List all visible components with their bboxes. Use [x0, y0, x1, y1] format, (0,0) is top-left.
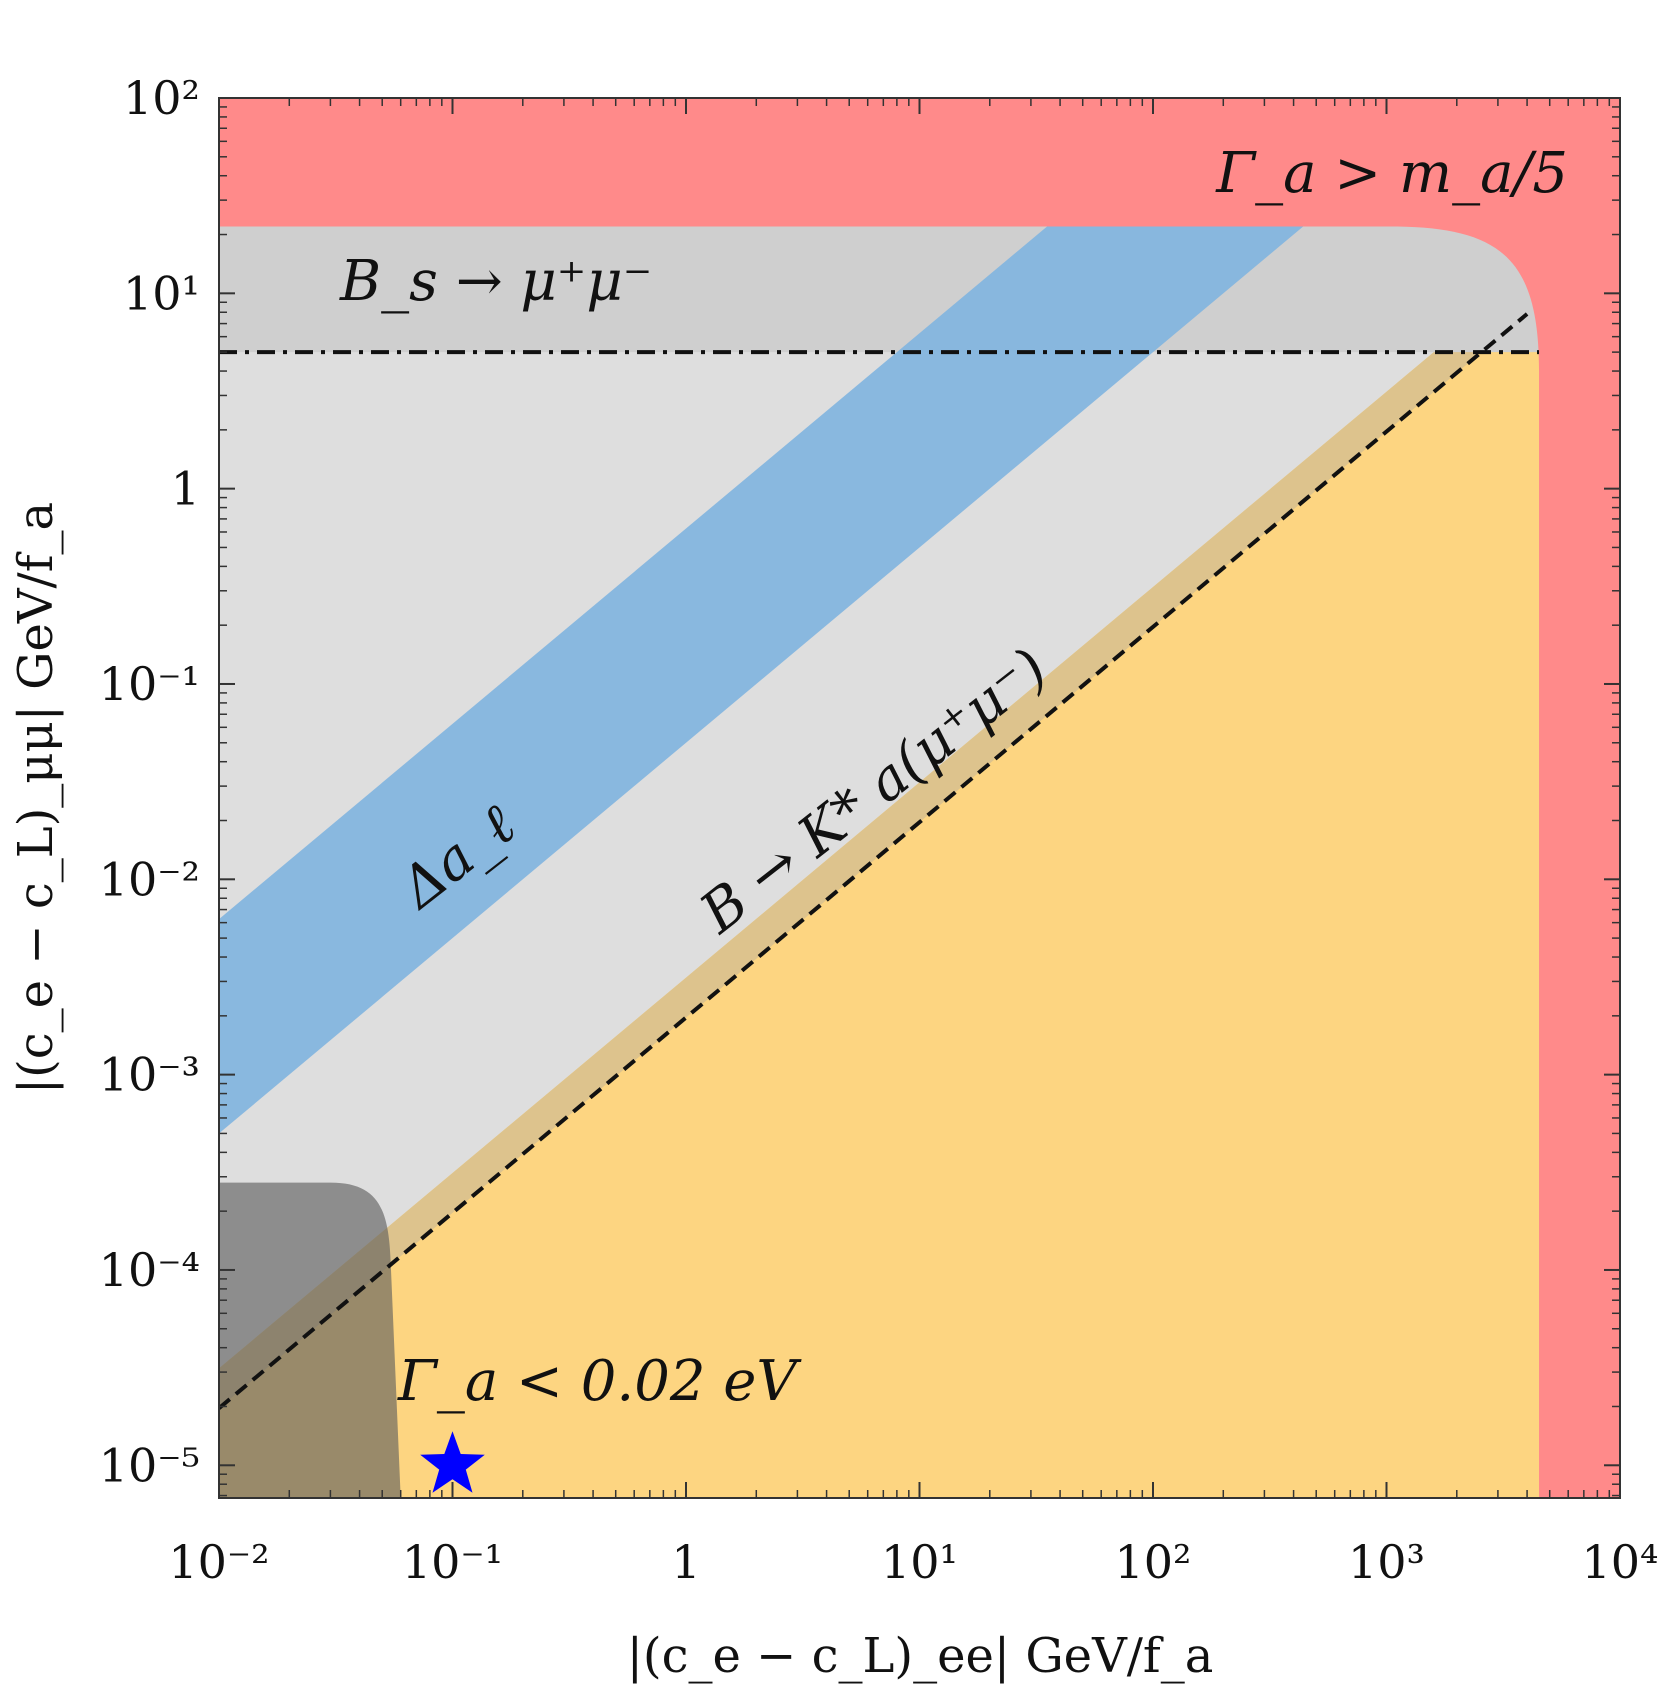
x-tick-label-6: 10⁴ — [1582, 1535, 1659, 1589]
label-gamma-lower: Γ_a < 0.02 eV — [397, 1349, 802, 1414]
x-tick-label-2: 1 — [671, 1535, 700, 1589]
label-bs: B_s → μ⁺μ⁻ — [339, 249, 652, 314]
y-tick-label-4: 10⁻¹ — [99, 657, 200, 711]
x-tick-label-0: 10⁻² — [168, 1535, 269, 1589]
y-tick-label-7: 10² — [123, 71, 200, 125]
benchmark-star-marker — [420, 1431, 485, 1493]
region-delta-a — [219, 98, 1457, 1134]
y-tick-label-5: 1 — [171, 462, 200, 516]
line-bk-limit — [219, 312, 1529, 1410]
marker — [420, 1431, 485, 1493]
y-tick-label-1: 10⁻⁴ — [99, 1243, 200, 1297]
region-gamma-lower — [219, 1182, 401, 1498]
y-tick-label-3: 10⁻² — [99, 852, 200, 906]
x-tick-label-4: 10² — [1115, 1535, 1192, 1589]
x-tick-label-1: 10⁻¹ — [402, 1535, 503, 1589]
region-bk-edge — [219, 196, 1620, 1409]
plot-area — [219, 98, 1620, 1498]
ticks: 10⁻² 10⁻¹ 1 10¹ 10² 10³ 10⁴ 10⁻⁵ 10⁻⁴ 10⁻³ 10⁻² 10⁻… — [99, 71, 1659, 1589]
region-bk-exclusion — [219, 98, 1620, 1369]
regions — [219, 98, 1620, 1498]
y-tick-label-0: 10⁻⁵ — [99, 1438, 200, 1492]
x-tick-label-5: 10³ — [1348, 1535, 1425, 1589]
y-tick-label-2: 10⁻³ — [99, 1048, 200, 1102]
lines — [219, 312, 1540, 1410]
region-gamma-upper — [219, 98, 1620, 1498]
x-tick-label-3: 10¹ — [881, 1535, 958, 1589]
x-axis-title: |(c_e − c_L)_ee| GeV/f_a — [627, 1628, 1214, 1684]
y-axis-title: |(c_e − c_L)_μμ| GeV/f_a — [8, 502, 64, 1094]
label-gamma-upper: Γ_a > m_a/5 — [1215, 141, 1568, 206]
y-tick-label-6: 10¹ — [123, 266, 200, 320]
